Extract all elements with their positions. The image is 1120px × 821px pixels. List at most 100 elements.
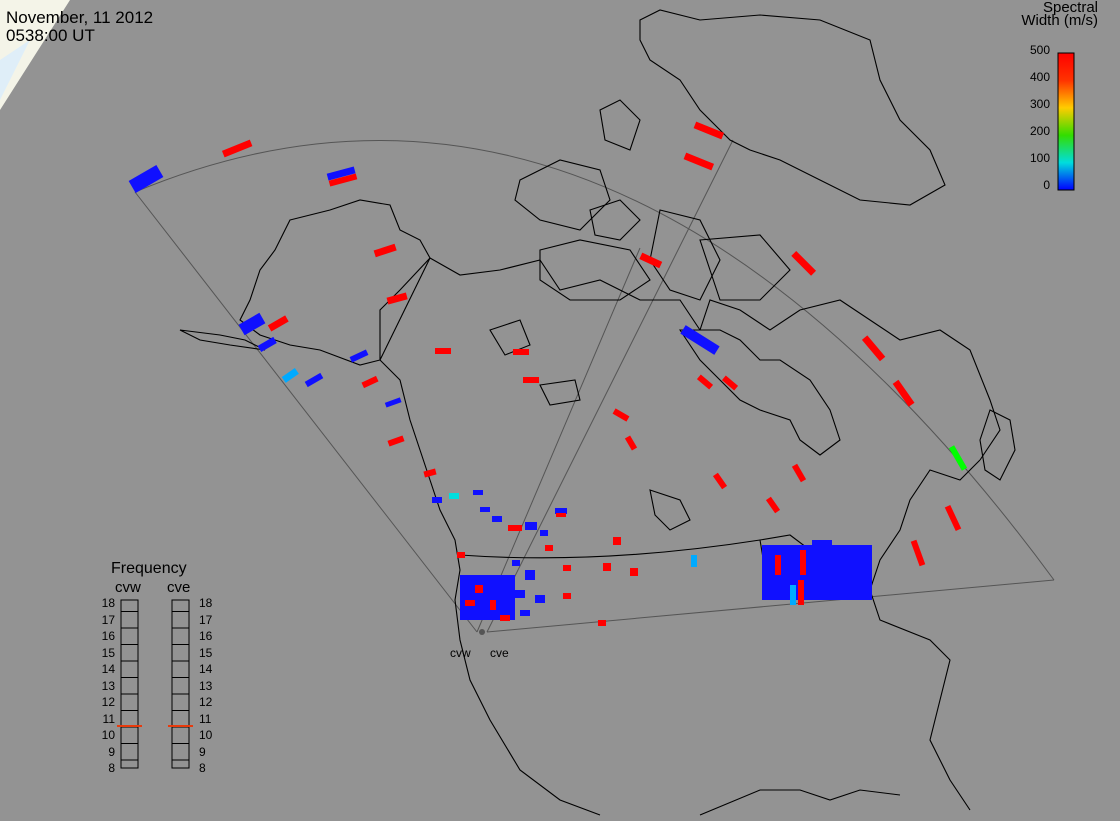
cve-freq-tick: 18 [199,596,213,610]
echo-cell [680,325,720,355]
echo-cell [238,312,266,336]
echo-cell [281,367,299,383]
echo-cell [563,565,571,571]
echo-cell [775,555,781,575]
echo-cell [361,375,379,389]
cvw-freq-tick: 14 [101,662,115,676]
echo-cell [791,463,807,483]
echo-cell [765,496,781,514]
echo-cell [523,377,539,383]
echo-cell [555,508,567,514]
echo-cell [712,472,728,490]
echo-cell [535,595,545,603]
echo-cell [457,552,465,558]
echo-cell [948,445,968,471]
cve-freq-tick: 11 [199,711,212,726]
colorbar-tick: 500 [1029,43,1050,57]
cvw-freq-tick: 13 [101,678,115,693]
corner-highlight [0,0,70,110]
echo-cell [613,537,621,545]
echo-cell [512,560,520,566]
echo-cell [423,468,437,478]
colorbar-tick: 400 [1029,70,1050,84]
echo-cell [326,166,356,181]
echo-cell [304,372,324,388]
echo-cell [515,590,525,598]
echo-cell [373,243,397,258]
echo-cell [500,615,510,621]
radar-echoes [128,121,968,626]
echo-cell [603,563,611,571]
site-label-cve: cve [490,646,509,660]
cvw-freq-tick: 11 [102,711,115,726]
cve-freq-tick: 15 [199,645,213,660]
echo-cell [520,610,530,616]
echo-cell [691,555,697,567]
echo-cluster [460,575,515,620]
cve-freq-tick: 12 [199,695,213,709]
echo-cell [384,397,402,408]
cvw-freq-tick: 9 [108,744,115,759]
echo-cell [563,593,571,599]
echo-cell [473,490,483,495]
spectral-width-colorbar [1057,52,1075,191]
colorbar-tick: 200 [1029,124,1050,138]
echo-cell [696,374,714,390]
echo-cell [790,585,796,605]
echo-cell [432,497,442,503]
echo-cell [490,600,496,610]
echo-cell [475,585,483,593]
echo-cell [693,121,725,140]
cve-freq-tick: 10 [199,728,213,742]
colorbar-tick: 100 [1029,151,1050,165]
cve-freq-tick: 9 [199,744,206,759]
echo-cell [861,335,886,362]
coastlines [179,9,1016,816]
echo-cell [386,292,408,305]
echo-cell [944,504,962,532]
echo-cell [508,525,522,531]
cvw-freq-tick: 17 [101,612,115,627]
colorbar-title-line1: Spectral [1042,0,1098,16]
echo-cell [513,349,529,355]
echo-cell [128,164,164,194]
site-label-cvw: cvw [450,646,471,660]
echo-cell [267,315,289,332]
echo-cell [480,507,490,512]
echo-cell [492,516,502,522]
time-label: 0538:00 UT [6,26,95,45]
cve-freq-scale [171,599,190,769]
colorbar-tick: 300 [1029,97,1050,111]
echo-cell [449,493,459,499]
echo-cell [257,336,277,352]
echo-cell [525,522,537,530]
echo-cell [387,435,405,447]
echo-cell [630,568,638,576]
cve-label: cve [167,579,191,596]
cvw-freq-tick: 16 [101,629,115,643]
echo-cell [349,349,369,363]
echo-cell [328,173,358,187]
cvw-freq-scale [120,599,139,769]
echo-cell [545,545,553,551]
echo-cell [435,348,451,354]
cve-freq-tick: 13 [199,678,213,693]
cvw-freq-tick: 12 [101,695,115,709]
fov-outline [134,139,1055,633]
cvw-label: cvw [115,579,141,596]
echo-cell [721,375,739,391]
echo-cell [800,550,806,575]
corner-highlight-blue [0,40,30,100]
cvw-freq-tick: 10 [101,728,115,742]
echo-cell [812,540,832,570]
echo-cell [683,152,715,171]
echo-cell [910,539,926,567]
echo-cell [798,580,804,605]
cve-freq-tick: 17 [199,612,213,627]
echo-cell [791,250,817,276]
colorbar-title-line2: Width (m/s) [1021,12,1098,29]
echo-cell [525,570,535,580]
echo-cell [624,435,638,451]
